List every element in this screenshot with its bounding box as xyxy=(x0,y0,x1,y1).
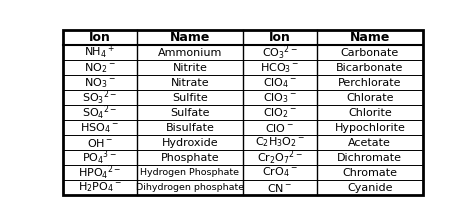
Text: HSO$_4$$^-$: HSO$_4$$^-$ xyxy=(81,121,119,134)
Text: Bisulfate: Bisulfate xyxy=(165,123,214,133)
Text: Hydroxide: Hydroxide xyxy=(162,138,218,148)
Text: Nitrite: Nitrite xyxy=(173,63,207,73)
Text: NO$_2$$^-$: NO$_2$$^-$ xyxy=(84,61,116,74)
Text: NH$_4$$^+$: NH$_4$$^+$ xyxy=(84,44,115,61)
Text: Dichromate: Dichromate xyxy=(337,153,402,163)
Text: CrO$_4$$^-$: CrO$_4$$^-$ xyxy=(262,166,298,180)
Text: ClO$_2$$^-$: ClO$_2$$^-$ xyxy=(263,106,297,120)
Text: Carbonate: Carbonate xyxy=(341,48,399,58)
Text: C$_2$H$_3$O$_2$$^-$: C$_2$H$_3$O$_2$$^-$ xyxy=(255,136,305,149)
Text: Hydrogen Phosphate: Hydrogen Phosphate xyxy=(140,168,239,177)
Text: Chlorite: Chlorite xyxy=(348,108,392,118)
Text: Dihydrogen phosphate: Dihydrogen phosphate xyxy=(136,183,244,192)
Text: OH$^-$: OH$^-$ xyxy=(87,136,113,149)
Text: H$_2$PO$_4$$^-$: H$_2$PO$_4$$^-$ xyxy=(78,181,122,194)
Text: CN$^-$: CN$^-$ xyxy=(267,182,292,194)
Text: Cyanide: Cyanide xyxy=(347,183,392,192)
Text: Perchlorate: Perchlorate xyxy=(338,78,401,88)
Text: Hypochlorite: Hypochlorite xyxy=(334,123,405,133)
Text: HCO$_3$$^-$: HCO$_3$$^-$ xyxy=(260,61,300,74)
Text: Name: Name xyxy=(170,31,210,44)
Text: ClO$_4$$^-$: ClO$_4$$^-$ xyxy=(263,76,297,90)
Text: ClO$_3$$^-$: ClO$_3$$^-$ xyxy=(263,91,297,105)
Text: Bicarbonate: Bicarbonate xyxy=(336,63,403,73)
Text: NO$_3$$^-$: NO$_3$$^-$ xyxy=(84,76,116,90)
Text: Name: Name xyxy=(350,31,390,44)
Text: Cr$_2$O$_7$$^{2-}$: Cr$_2$O$_7$$^{2-}$ xyxy=(257,148,303,167)
Text: SO$_4$$^{2-}$: SO$_4$$^{2-}$ xyxy=(82,103,118,122)
Text: Chromate: Chromate xyxy=(342,167,397,178)
Text: ClO$^-$: ClO$^-$ xyxy=(265,122,294,134)
Text: Ion: Ion xyxy=(269,31,291,44)
Text: Acetate: Acetate xyxy=(348,138,391,148)
Text: HPO$_4$$^{2-}$: HPO$_4$$^{2-}$ xyxy=(78,163,121,182)
Text: Ammonium: Ammonium xyxy=(158,48,222,58)
Text: Sulfate: Sulfate xyxy=(170,108,210,118)
Text: PO$_4$$^{3-}$: PO$_4$$^{3-}$ xyxy=(82,148,118,167)
Text: Sulfite: Sulfite xyxy=(172,93,208,103)
Text: Nitrate: Nitrate xyxy=(171,78,209,88)
Text: CO$_3$$^{2-}$: CO$_3$$^{2-}$ xyxy=(262,43,298,62)
Text: Phosphate: Phosphate xyxy=(161,153,219,163)
Text: Ion: Ion xyxy=(89,31,111,44)
Text: SO$_3$$^{2-}$: SO$_3$$^{2-}$ xyxy=(82,89,118,107)
Text: Chlorate: Chlorate xyxy=(346,93,393,103)
